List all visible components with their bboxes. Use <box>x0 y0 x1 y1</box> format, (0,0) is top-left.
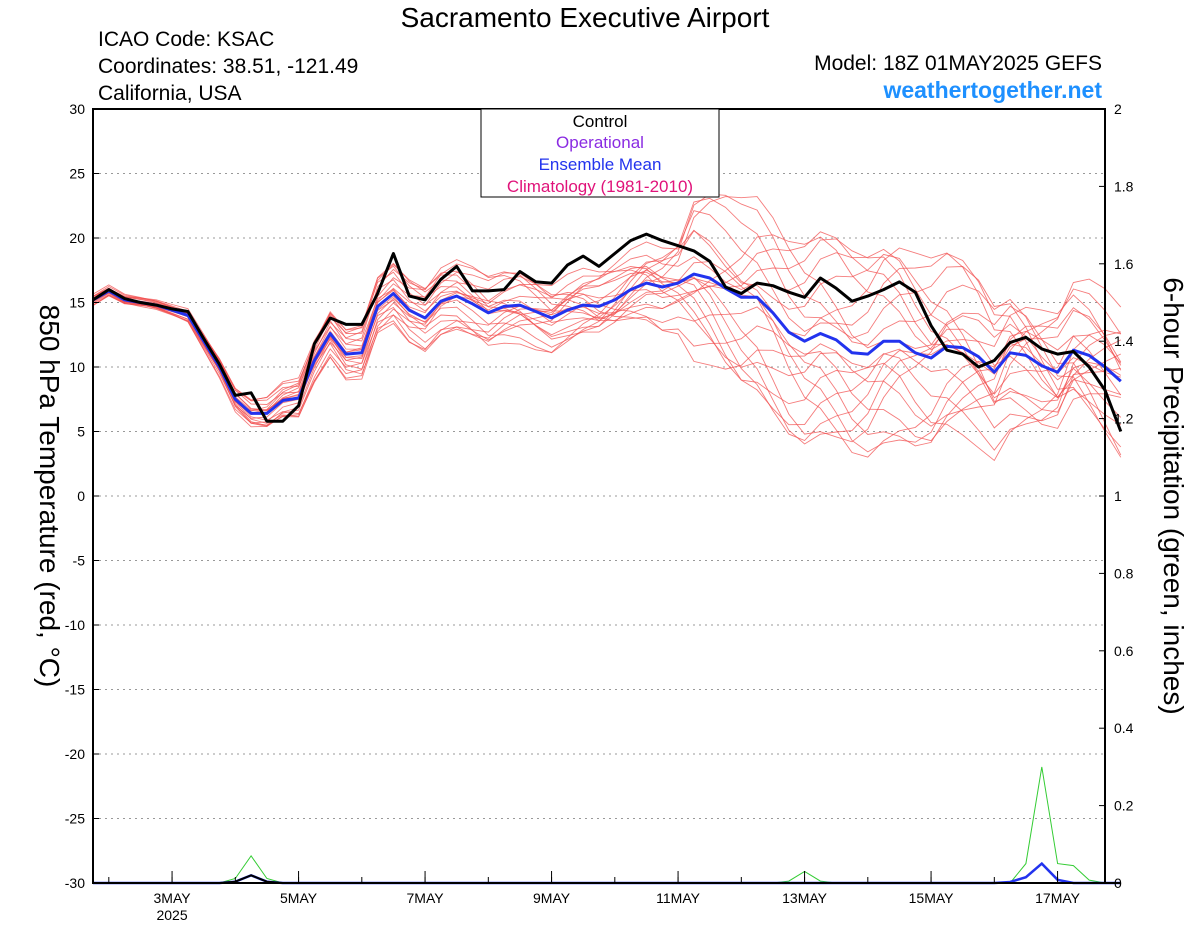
y-left-tick-label: -5 <box>73 553 86 569</box>
y-axis-right-label: 6-hour Precipitation (green, inches) <box>1158 277 1189 714</box>
y-left-tick-label: -15 <box>65 682 85 698</box>
ensemble-members <box>92 193 1122 462</box>
y-left-tick-label: -30 <box>65 875 85 891</box>
precip-series <box>93 766 1121 885</box>
precip-member-line <box>93 766 1121 884</box>
ensemble-member-line <box>92 267 1121 462</box>
x-tick-label: 13MAY <box>782 890 828 906</box>
ensemble-member-line <box>92 276 1122 442</box>
y-left-tick-label: -25 <box>65 811 85 827</box>
x-tick-label: 15MAY <box>909 890 955 906</box>
site-credit[interactable]: weathertogether.net <box>883 77 1102 103</box>
x-tick-label: 17MAY <box>1035 890 1081 906</box>
y-left-tick-label: -20 <box>65 746 85 762</box>
x-tick-label: 9MAY <box>533 890 571 906</box>
ensemble-member-line <box>92 234 1122 411</box>
y-left-tick-label: 30 <box>69 101 85 117</box>
legend-ensemble-mean: Ensemble Mean <box>539 155 662 174</box>
y-right-tick-label: 1.2 <box>1114 411 1134 427</box>
legend-box <box>480 108 720 198</box>
legend-control: Control <box>573 112 628 131</box>
y-right-tick-label: 0 <box>1114 875 1122 891</box>
ensemble-member-line <box>92 262 1121 442</box>
x-tick-label: 11MAY <box>656 890 700 906</box>
grid-lines <box>93 173 1105 819</box>
ensemble-member-line <box>92 263 1122 453</box>
precip-mean-line <box>93 861 1121 885</box>
y-right-tick-label: 1.6 <box>1114 256 1134 272</box>
x-tick-label: 5MAY <box>280 890 318 906</box>
y-left-tick-label: -10 <box>65 617 85 633</box>
y-axis-left-label: 850 hPa Temperature (red, °C) <box>34 305 65 688</box>
y-right-tick-label: 1.8 <box>1114 178 1134 194</box>
ensemble-member-line <box>92 271 1122 447</box>
y-left-tick-label: 20 <box>69 230 85 246</box>
y-left-tick-label: 10 <box>69 359 85 375</box>
y-right-tick-label: 1 <box>1114 488 1122 504</box>
legend-operational: Operational <box>556 133 644 152</box>
ensemble-member-line <box>92 230 1121 426</box>
ensemble-member-line <box>92 229 1121 429</box>
ensemble-member-line <box>92 259 1122 458</box>
y-right-tick-label: 0.8 <box>1114 565 1134 581</box>
main-series <box>92 232 1123 433</box>
y-left-tick-label: 25 <box>69 166 85 182</box>
y-right-tick-label: 2 <box>1114 101 1122 117</box>
icao-code: ICAO Code: KSAC <box>98 28 275 51</box>
region: California, USA <box>98 82 242 105</box>
y-left-tick-label: 5 <box>77 424 85 440</box>
y-right-tick-label: 0.6 <box>1114 643 1134 659</box>
y-left-tick-label: 0 <box>77 488 85 504</box>
x-tick-label: 3MAY <box>154 890 192 906</box>
coordinates: Coordinates: 38.51, -121.49 <box>98 55 359 78</box>
y-right-tick-label: 0.2 <box>1114 798 1134 814</box>
y-right-tick-label: 1.4 <box>1114 333 1134 349</box>
chart-title: Sacramento Executive Airport <box>400 2 770 33</box>
x-tick-label: 7MAY <box>407 890 445 906</box>
axis-ticks: 302520151050-5-10-15-20-25-3021.81.61.41… <box>65 101 1134 923</box>
ensemble-member-line <box>92 278 1122 427</box>
y-left-tick-label: 15 <box>69 295 85 311</box>
ensemble-member-line <box>92 265 1122 429</box>
legend: Control Operational Ensemble Mean Climat… <box>480 108 720 198</box>
legend-climatology: Climatology (1981-2010) <box>507 177 693 196</box>
y-right-tick-label: 0.4 <box>1114 720 1134 736</box>
model-run: Model: 18Z 01MAY2025 GEFS <box>814 52 1102 75</box>
control-line <box>92 232 1123 433</box>
x-tick-sublabel: 2025 <box>156 907 187 923</box>
